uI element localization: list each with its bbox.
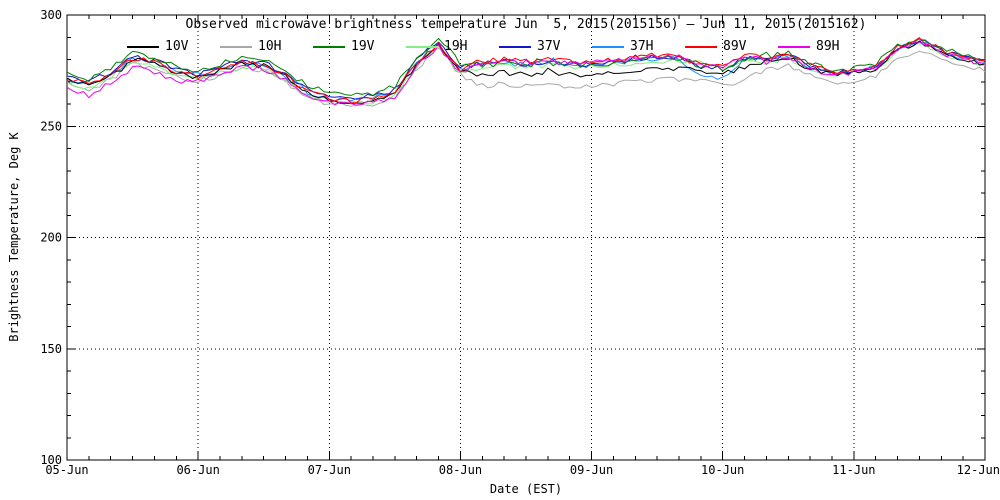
- legend-item-19v: 19V: [313, 40, 378, 53]
- legend-item-89v: 89V: [685, 40, 750, 53]
- legend-label-89v: 89V: [723, 39, 747, 54]
- series-line-89h: [67, 41, 985, 106]
- x-tick-label: 12-Jun: [957, 463, 1000, 477]
- legend-line-10h: [220, 45, 252, 48]
- legend-line-10v: [127, 45, 159, 48]
- y-tick-label: 300: [40, 8, 62, 22]
- x-tick-label: 09-Jun: [570, 463, 613, 477]
- y-tick-label: 150: [40, 342, 62, 356]
- x-tick-label: 08-Jun: [439, 463, 482, 477]
- legend-item-89h: 89H: [778, 40, 843, 53]
- x-axis-label: Date (EST): [489, 482, 563, 496]
- legend-item-37v: 37V: [499, 40, 564, 53]
- x-tick-label: 10-Jun: [701, 463, 744, 477]
- series-line-89v: [67, 37, 985, 104]
- x-tick-label: 06-Jun: [176, 463, 219, 477]
- legend-item-37h: 37H: [592, 40, 657, 53]
- x-tick-label: 05-Jun: [45, 463, 88, 477]
- legend-label-19v: 19V: [351, 39, 375, 54]
- legend-item-10h: 10H: [220, 40, 285, 53]
- legend-line-37h: [592, 45, 624, 48]
- x-tick-label: 11-Jun: [832, 463, 875, 477]
- legend-line-19v: [313, 45, 345, 48]
- y-tick-label: 250: [40, 119, 62, 133]
- y-tick-label: 100: [40, 453, 62, 467]
- legend-item-10v: 10V: [127, 40, 192, 53]
- chart-title: Observed microwave brightness temperatur…: [185, 17, 867, 32]
- legend-label-37v: 37V: [537, 39, 561, 54]
- y-tick-label: 200: [40, 231, 62, 245]
- series-group: [67, 37, 985, 107]
- series-line-10h: [67, 47, 985, 107]
- legend-label-10v: 10V: [165, 39, 189, 54]
- legend-line-89h: [778, 45, 810, 48]
- legend-label-89h: 89H: [816, 39, 840, 54]
- x-tick-label: 07-Jun: [308, 463, 351, 477]
- series-line-19v: [67, 37, 985, 97]
- y-axis-label: Brightness Temperature, Deg K: [7, 132, 21, 342]
- legend-label-10h: 10H: [258, 39, 282, 54]
- legend-line-89v: [685, 45, 717, 48]
- legend-label-37h: 37H: [630, 39, 654, 54]
- legend: 10V 10H 19V 19H 37V 37H 89V 89H: [127, 39, 843, 54]
- legend-line-37v: [499, 45, 531, 48]
- legend-item-19h: 19H: [406, 40, 471, 53]
- legend-label-19h: 19H: [444, 39, 468, 54]
- series-line-19h: [67, 41, 985, 105]
- legend-line-19h: [406, 45, 438, 48]
